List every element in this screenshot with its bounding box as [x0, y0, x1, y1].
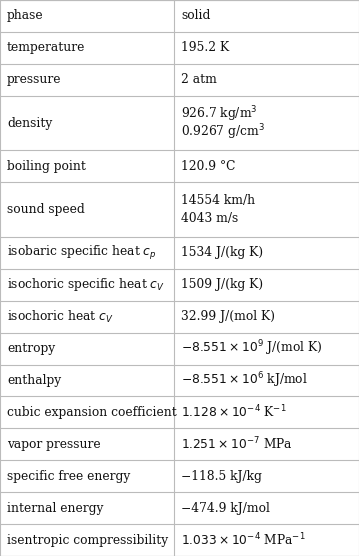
Text: isochoric heat $c_V$: isochoric heat $c_V$ [7, 309, 113, 325]
Text: 195.2 K: 195.2 K [181, 41, 229, 54]
Text: $1.251\times10^{-7}$ MPa: $1.251\times10^{-7}$ MPa [181, 436, 293, 453]
Text: temperature: temperature [7, 41, 85, 54]
Text: $-8.551\times10^9$ J/(mol K): $-8.551\times10^9$ J/(mol K) [181, 339, 323, 359]
Text: $1.033\times10^{-4}$ MPa$^{-1}$: $1.033\times10^{-4}$ MPa$^{-1}$ [181, 532, 306, 548]
Text: 120.9 °C: 120.9 °C [181, 160, 236, 173]
Text: density: density [7, 117, 52, 130]
Text: 926.7 kg/m$^3$: 926.7 kg/m$^3$ [181, 105, 258, 124]
Text: 4043 m/s: 4043 m/s [181, 212, 238, 225]
Text: 0.9267 g/cm$^3$: 0.9267 g/cm$^3$ [181, 122, 265, 142]
Text: isochoric specific heat $c_V$: isochoric specific heat $c_V$ [7, 276, 165, 294]
Text: $1.128\times10^{-4}$ K$^{-1}$: $1.128\times10^{-4}$ K$^{-1}$ [181, 404, 287, 421]
Text: sound speed: sound speed [7, 203, 85, 216]
Text: specific free energy: specific free energy [7, 470, 130, 483]
Text: solid: solid [181, 9, 210, 22]
Text: −118.5 kJ/kg: −118.5 kJ/kg [181, 470, 262, 483]
Text: enthalpy: enthalpy [7, 374, 61, 387]
Text: phase: phase [7, 9, 44, 22]
Text: internal energy: internal energy [7, 502, 103, 515]
Text: 32.99 J/(mol K): 32.99 J/(mol K) [181, 310, 275, 323]
Text: cubic expansion coefficient: cubic expansion coefficient [7, 406, 177, 419]
Text: isobaric specific heat $c_p$: isobaric specific heat $c_p$ [7, 244, 157, 262]
Text: boiling point: boiling point [7, 160, 86, 173]
Text: 1509 J/(kg K): 1509 J/(kg K) [181, 279, 263, 291]
Text: $-8.551\times10^6$ kJ/mol: $-8.551\times10^6$ kJ/mol [181, 371, 308, 390]
Text: 14554 km/h: 14554 km/h [181, 195, 255, 207]
Text: 1534 J/(kg K): 1534 J/(kg K) [181, 246, 263, 260]
Text: 2 atm: 2 atm [181, 73, 217, 86]
Text: pressure: pressure [7, 73, 61, 86]
Text: vapor pressure: vapor pressure [7, 438, 101, 451]
Text: entropy: entropy [7, 342, 55, 355]
Text: −474.9 kJ/mol: −474.9 kJ/mol [181, 502, 270, 515]
Text: isentropic compressibility: isentropic compressibility [7, 534, 168, 547]
